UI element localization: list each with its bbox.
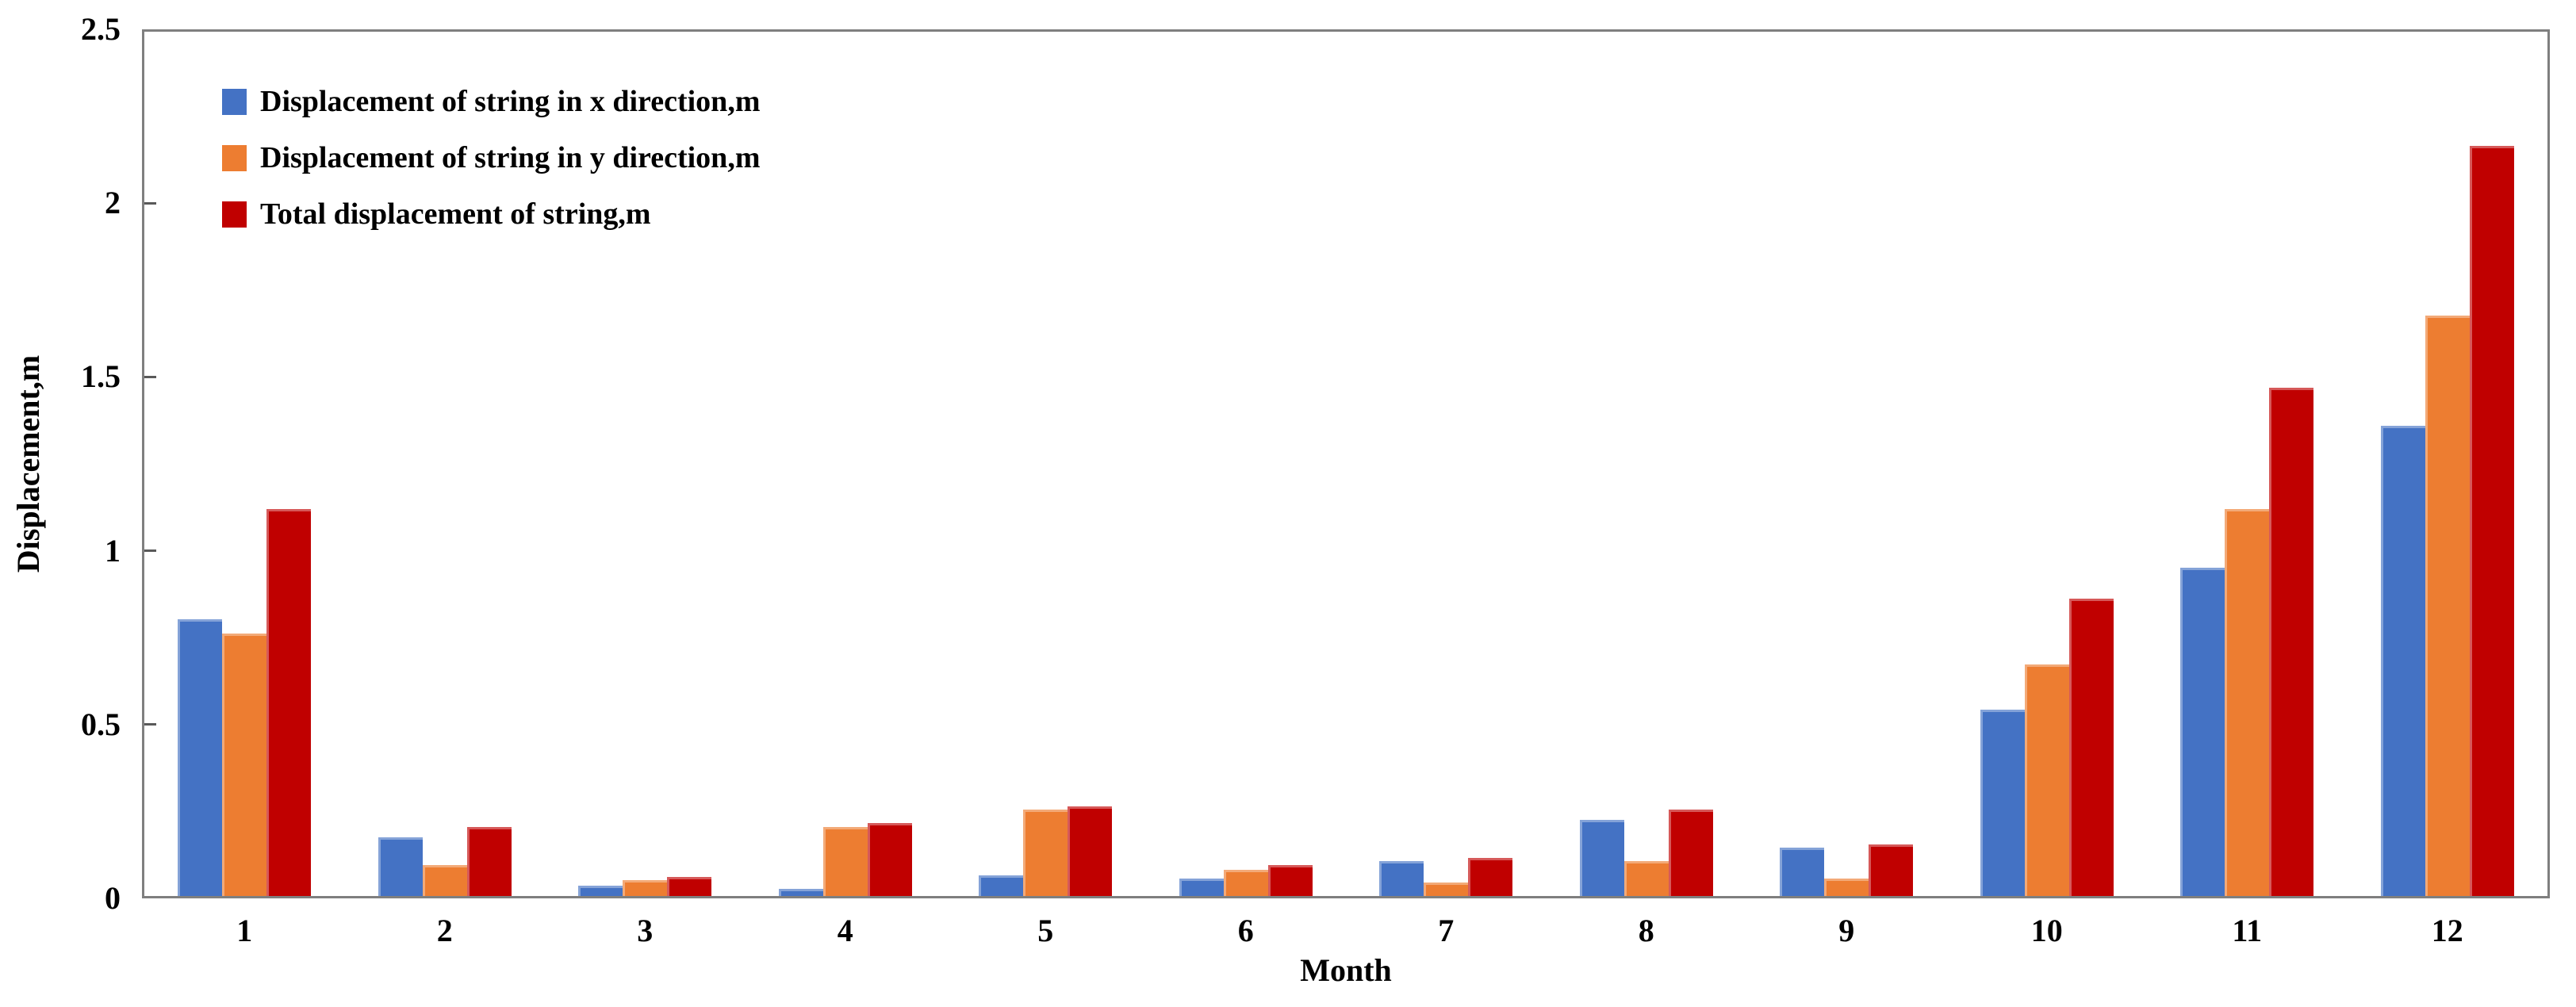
y-tick-label: 2	[105, 185, 121, 221]
y-tick-label: 1	[105, 532, 121, 569]
bar-series2-month4	[822, 826, 868, 896]
month-group-10: 10	[1947, 32, 2148, 947]
bar-series1-month10	[1980, 709, 2025, 896]
y-tick-label: 2.5	[81, 11, 121, 47]
month-group-12: 12	[2348, 32, 2548, 947]
bar-series2-month12	[2425, 315, 2470, 896]
bar-series1-month9	[1780, 847, 1825, 896]
month-group-1: 1	[144, 32, 345, 947]
month-group-11: 11	[2147, 32, 2348, 947]
bar-series3-month7	[1468, 858, 1513, 896]
legend-swatch-icon	[222, 201, 247, 228]
bar-series3-month12	[2469, 145, 2514, 896]
bar-series2-month11	[2225, 508, 2270, 896]
bar-series3-month11	[2269, 388, 2314, 896]
bar-series1-month4	[778, 889, 823, 896]
bar-series3-month9	[1869, 844, 1914, 896]
x-tick-label: 1	[236, 913, 253, 948]
bar-series2-month2	[422, 864, 467, 896]
bar-series1-month8	[1579, 820, 1624, 896]
month-group-6: 6	[1146, 32, 1347, 947]
legend-item-2: Displacement of string in y direction,m	[222, 140, 761, 175]
legend-swatch-icon	[222, 145, 247, 172]
x-tick-label: 5	[1037, 913, 1054, 948]
legend-item-3: Total displacement of string,m	[222, 197, 760, 232]
x-tick-label: 6	[1237, 913, 1254, 948]
bar-series3-month1	[266, 508, 312, 896]
bar-series1-month3	[578, 885, 623, 896]
month-group-2: 2	[345, 32, 546, 947]
legend-label: Displacement of string in x direction,m	[260, 85, 761, 118]
month-group-9: 9	[1746, 32, 1947, 947]
y-tick-mark	[144, 549, 156, 553]
bar-series3-month4	[867, 823, 912, 896]
x-tick-label: 2	[436, 913, 453, 948]
legend: Displacement of string in x direction,m D…	[222, 85, 761, 232]
bar-series2-month5	[1023, 810, 1068, 896]
plot-area: 1 2 3 4 5 6 7 8 9 10 11 12 Displacement of string i…	[142, 29, 2550, 947]
x-tick-label: 7	[1438, 913, 1455, 948]
bar-series1-month11	[2180, 567, 2225, 896]
legend-label: Total displacement of string,m	[260, 197, 651, 231]
month-group-5: 5	[945, 32, 1146, 947]
bar-series2-month1	[222, 633, 267, 896]
bar-groups: 1 2 3 4 5 6 7 8 9 10 11 12	[144, 32, 2548, 947]
bar-series2-month6	[1223, 870, 1268, 896]
bar-series3-month3	[667, 877, 712, 896]
x-axis-title: Month	[1300, 952, 1392, 988]
bar-series3-month6	[1267, 864, 1313, 896]
bar-series3-month10	[2068, 599, 2114, 896]
bar-series1-month2	[378, 837, 423, 896]
x-tick-label: 3	[637, 913, 654, 948]
x-tick-label: 12	[2431, 913, 2463, 948]
x-tick-label: 10	[2030, 913, 2063, 948]
y-tick-label: 1.5	[81, 358, 121, 395]
legend-label: Displacement of string in y direction,m	[260, 140, 761, 174]
bar-series3-month8	[1668, 810, 1713, 896]
bar-series2-month10	[2024, 664, 2069, 896]
bar-series1-month5	[979, 875, 1024, 896]
month-group-4: 4	[746, 32, 946, 947]
y-tick-mark	[144, 723, 156, 726]
x-tick-label: 11	[2232, 913, 2263, 948]
bar-series1-month7	[1379, 861, 1424, 896]
month-group-8: 8	[1547, 32, 1747, 947]
bar-series2-month7	[1424, 882, 1469, 896]
x-tick-label: 8	[1638, 913, 1654, 948]
bar-series1-month1	[178, 619, 223, 896]
bar-series3-month5	[1068, 806, 1113, 896]
legend-item-1: Displacement of string in x direction,m	[222, 85, 761, 119]
y-tick-label: 0.5	[81, 706, 121, 742]
bar-series3-month2	[466, 826, 512, 896]
y-tick-mark	[144, 375, 156, 378]
bar-series2-month8	[1623, 861, 1669, 896]
bar-series2-month3	[623, 880, 668, 896]
bar-series1-month6	[1179, 879, 1224, 896]
x-tick-label: 4	[837, 913, 853, 948]
bar-series2-month9	[1824, 879, 1869, 896]
month-group-3: 3	[545, 32, 746, 947]
x-tick-label: 9	[1838, 913, 1855, 948]
month-group-7: 7	[1346, 32, 1547, 947]
y-tick-mark	[144, 201, 156, 205]
legend-swatch-icon	[222, 89, 247, 116]
y-tick-label: 0	[105, 880, 121, 916]
bar-series1-month12	[2380, 426, 2425, 896]
